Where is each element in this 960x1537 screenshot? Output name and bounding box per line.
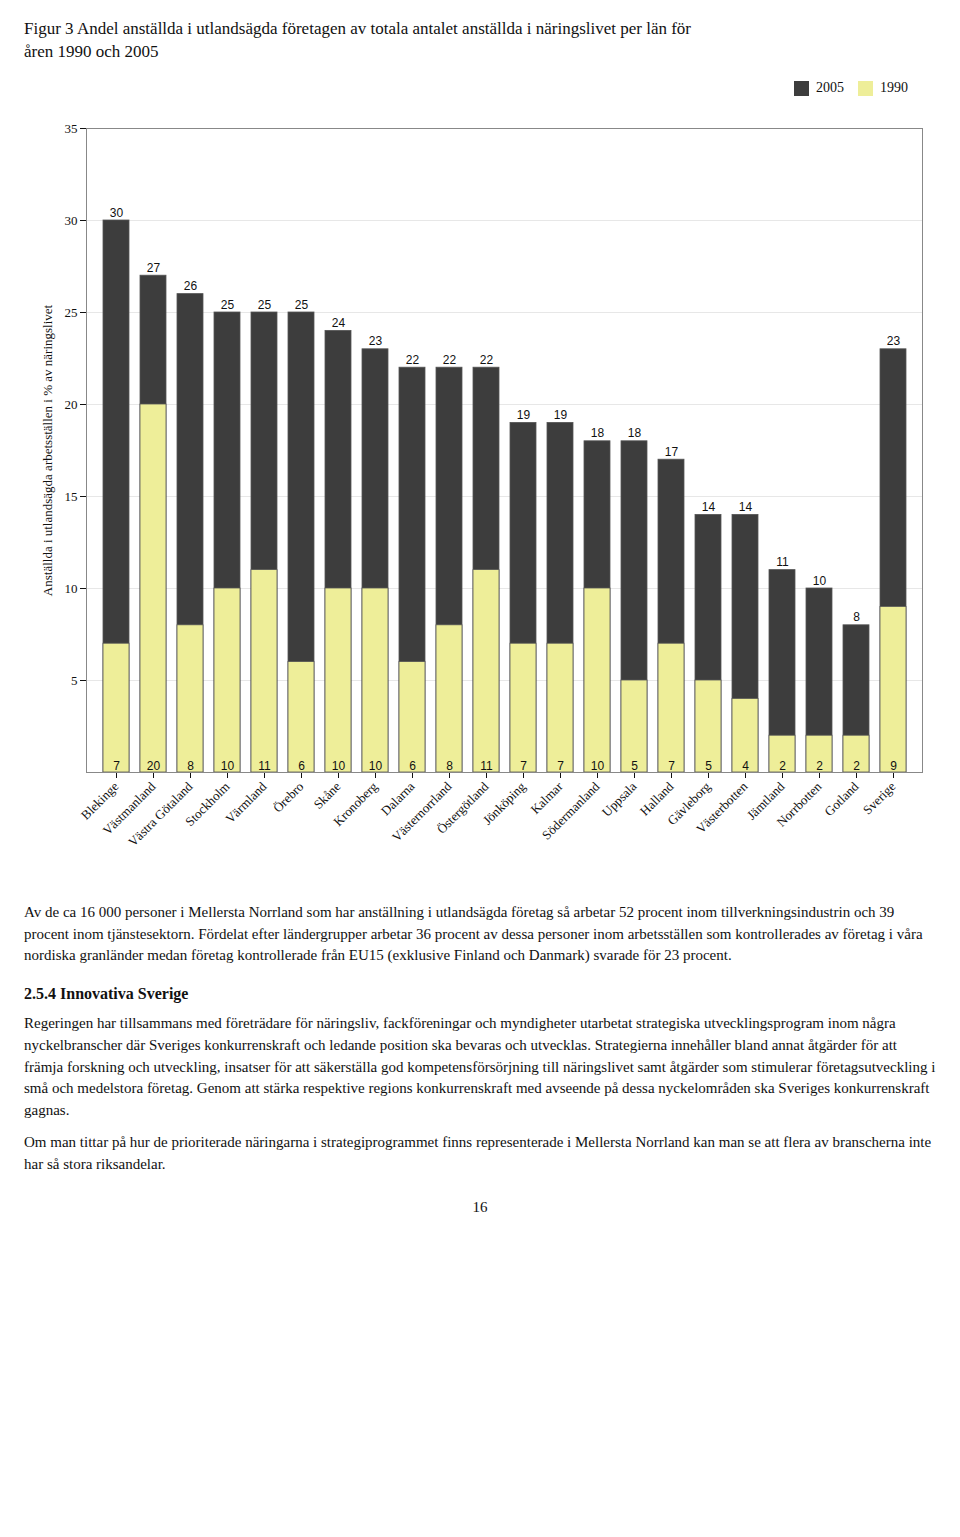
svg-text:35: 35 <box>65 121 78 136</box>
svg-text:7: 7 <box>557 758 564 772</box>
svg-text:10: 10 <box>813 573 827 587</box>
svg-text:25: 25 <box>258 297 272 311</box>
svg-text:15: 15 <box>65 489 78 504</box>
svg-text:Gävleborg: Gävleborg <box>664 778 714 828</box>
svg-text:Halland: Halland <box>636 778 677 819</box>
svg-text:2: 2 <box>853 758 860 772</box>
svg-text:22: 22 <box>406 353 420 367</box>
svg-text:25: 25 <box>221 297 235 311</box>
svg-text:7: 7 <box>668 758 675 772</box>
svg-text:17: 17 <box>665 445 679 459</box>
svg-text:Sverige: Sverige <box>860 779 899 818</box>
svg-text:24: 24 <box>332 316 346 330</box>
svg-text:30: 30 <box>65 213 78 228</box>
svg-text:9: 9 <box>890 758 897 772</box>
html-text:1990: 1990 <box>880 80 908 96</box>
svg-text:Västra Götaland: Västra Götaland <box>125 778 196 849</box>
svg-text:19: 19 <box>554 408 568 422</box>
svg-text:7: 7 <box>520 758 527 772</box>
svg-text:25: 25 <box>65 305 78 320</box>
svg-text:Östergötland: Östergötland <box>434 778 492 836</box>
svg-text:Skåne: Skåne <box>310 779 343 812</box>
svg-text:10: 10 <box>332 758 346 772</box>
svg-text:6: 6 <box>409 758 416 772</box>
svg-text:Västerbotten: Västerbotten <box>693 778 751 836</box>
html-text:Figur 3 Andel anställda i utla: Figur 3 Andel anställda i utlandsägda fö… <box>24 19 691 61</box>
svg-text:22: 22 <box>443 353 457 367</box>
svg-text:10: 10 <box>65 581 78 596</box>
svg-text:22: 22 <box>480 353 494 367</box>
svg-text:26: 26 <box>184 279 198 293</box>
svg-text:Södermanland: Södermanland <box>539 778 603 842</box>
svg-text:20: 20 <box>65 397 78 412</box>
html-text:16: 16 <box>472 1199 488 1216</box>
svg-text:27: 27 <box>147 261 161 275</box>
svg-text:Dalarna: Dalarna <box>377 778 418 819</box>
svg-text:23: 23 <box>887 334 901 348</box>
svg-text:10: 10 <box>369 758 383 772</box>
svg-text:Gotland: Gotland <box>821 778 862 819</box>
svg-text:14: 14 <box>702 500 716 514</box>
svg-text:Anställda i utlandsägda arbets: Anställda i utlandsägda arbetsställen i … <box>40 304 55 596</box>
svg-text:Västernorrland: Västernorrland <box>388 778 455 845</box>
svg-text:23: 23 <box>369 334 383 348</box>
svg-text:5: 5 <box>631 758 638 772</box>
svg-text:Uppsala: Uppsala <box>599 779 640 820</box>
html-text:2005: 2005 <box>816 80 844 96</box>
svg-text:8: 8 <box>446 758 453 772</box>
svg-text:11: 11 <box>258 758 271 772</box>
svg-text:Värmland: Värmland <box>222 778 270 826</box>
svg-text:2: 2 <box>816 758 823 772</box>
html-text:Av de ca 16 000 personer i Mel: Av de ca 16 000 personer i Mellersta Nor… <box>24 903 923 964</box>
svg-text:10: 10 <box>591 758 605 772</box>
svg-text:11: 11 <box>776 555 789 569</box>
svg-text:14: 14 <box>739 500 753 514</box>
svg-text:Kalmar: Kalmar <box>527 778 566 817</box>
svg-text:Västmanland: Västmanland <box>99 778 159 838</box>
svg-text:11: 11 <box>480 758 493 772</box>
svg-text:4: 4 <box>742 758 749 772</box>
svg-text:Örebro: Örebro <box>270 779 307 816</box>
svg-text:5: 5 <box>71 673 78 688</box>
svg-text:18: 18 <box>591 426 605 440</box>
svg-text:2: 2 <box>779 758 786 772</box>
svg-text:Stockholm: Stockholm <box>182 779 232 829</box>
html-text:Om man tittar på hur de priori: Om man tittar på hur de prioriterade när… <box>24 1133 932 1172</box>
svg-text:Jämtland: Jämtland <box>743 778 788 823</box>
svg-text:10: 10 <box>221 758 235 772</box>
svg-text:Kronoberg: Kronoberg <box>330 778 381 829</box>
svg-text:25: 25 <box>295 297 309 311</box>
svg-text:20: 20 <box>147 758 161 772</box>
html-text:Regeringen har tillsammans med: Regeringen har tillsammans med företräda… <box>24 1015 936 1119</box>
svg-text:8: 8 <box>187 758 194 772</box>
svg-text:6: 6 <box>298 758 305 772</box>
svg-text:19: 19 <box>517 408 531 422</box>
svg-text:Blekinge: Blekinge <box>77 778 122 823</box>
svg-text:Jönköping: Jönköping <box>480 778 529 827</box>
svg-text:5: 5 <box>705 758 712 772</box>
svg-text:8: 8 <box>853 610 860 624</box>
svg-text:18: 18 <box>628 426 642 440</box>
svg-text:30: 30 <box>110 205 124 219</box>
svg-text:7: 7 <box>113 758 120 772</box>
svg-text:Norrbotten: Norrbotten <box>774 778 825 829</box>
html-text:2.5.4 Innovativa Sverige: 2.5.4 Innovativa Sverige <box>24 985 189 1003</box>
